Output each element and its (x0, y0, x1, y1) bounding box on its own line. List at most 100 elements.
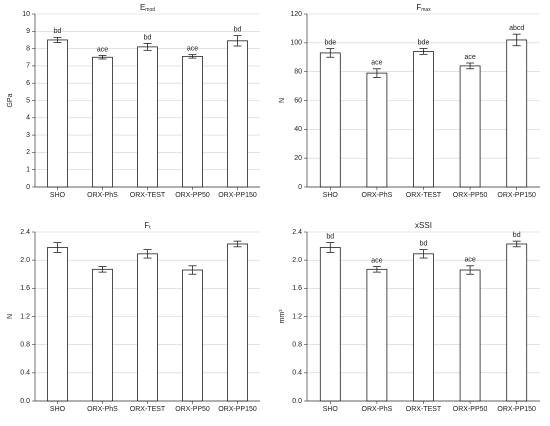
y-tick-label: 0.4 (20, 370, 30, 377)
annotation: ace (371, 257, 382, 264)
bar (182, 55, 203, 188)
error-bar (372, 266, 381, 273)
error-bar (466, 265, 475, 275)
x-tick-label: ORX-PP50 (175, 406, 210, 413)
chart-title: Fmax (416, 3, 431, 13)
title-main: F (416, 3, 421, 12)
y-tick-label: 2.4 (292, 229, 302, 236)
y-tick-label: 100 (290, 40, 302, 47)
bar (319, 52, 341, 188)
annotation: ace (97, 46, 108, 53)
error-bar (98, 55, 107, 60)
y-tick-label: 6 (26, 80, 30, 87)
annotation: bde (418, 39, 430, 46)
x-tick-label: ORX-PhS (362, 406, 393, 413)
error-bar (143, 43, 152, 51)
annotation: abcd (509, 25, 524, 32)
bar (459, 65, 481, 188)
chart-title: Ft (144, 221, 151, 231)
y-tick-label: 2.0 (20, 257, 30, 264)
error-bar (419, 48, 428, 55)
x-tick-label: ORX-PhS (87, 192, 118, 199)
panel: 0 1 2 3 4 5 6 7 8 9 10 Emod GPa SHO bd ORX-PhS ace ORX-TE… (7, 3, 260, 199)
y-tick-label: 1 (26, 167, 30, 174)
y-tick-label: 2 (26, 149, 30, 156)
x-tick-label: ORX-TEST (130, 406, 166, 413)
y-tick-label: 4 (26, 115, 30, 122)
y-tick-label: 2.0 (292, 257, 302, 264)
y-tick-label: 2.4 (20, 229, 30, 236)
x-tick-label: ORX-PP50 (175, 192, 210, 199)
y-tick-label: 1.2 (292, 313, 302, 320)
y-tick-label: 40 (294, 126, 302, 133)
x-tick-label: ORX-PP150 (497, 406, 536, 413)
bar (366, 268, 388, 402)
error-bar (326, 48, 335, 58)
annotation: bde (324, 39, 336, 46)
bar (459, 269, 481, 402)
error-bar (512, 33, 521, 47)
chart-title: Emod (140, 3, 155, 13)
y-tick-label: 120 (290, 11, 302, 18)
bar (92, 268, 113, 402)
x-tick-label: ORX-PP50 (453, 192, 488, 199)
error-bar (372, 68, 381, 78)
error-bar (233, 240, 242, 248)
y-axis-label: N (7, 314, 14, 319)
x-tick-label: ORX-TEST (406, 192, 442, 199)
title-sub: mod (145, 7, 155, 13)
y-tick-label: 1.6 (292, 285, 302, 292)
y-tick-label: 5 (26, 97, 30, 104)
bar (506, 243, 528, 402)
bar (47, 39, 68, 188)
panel: 0.0 0.4 0.8 1.2 1.6 2.0 2.4 xSSI mm³ SHO bd ORX-PhS… (279, 221, 540, 413)
error-bar (233, 35, 242, 47)
title-main: F (144, 221, 149, 230)
annotation: bd (234, 26, 242, 33)
title-main: E (140, 3, 145, 12)
y-tick-label: 9 (26, 28, 30, 35)
y-tick-label: 0.8 (20, 342, 30, 349)
y-axis-label: mm³ (279, 309, 286, 324)
bar (227, 40, 248, 188)
error-bar (143, 249, 152, 259)
error-bar (512, 240, 521, 248)
y-tick-label: 7 (26, 63, 30, 70)
y-tick-label: 1.6 (20, 285, 30, 292)
y-tick-label: 10 (22, 11, 30, 18)
y-tick-label: 80 (294, 69, 302, 76)
annotation: bd (513, 232, 521, 239)
error-bar (419, 249, 428, 259)
annotation: ace (464, 257, 475, 264)
bar (227, 243, 248, 402)
y-tick-label: 60 (294, 97, 302, 104)
error-bar (466, 62, 475, 70)
x-tick-label: ORX-PP50 (453, 406, 488, 413)
y-tick-label: 1.2 (20, 313, 30, 320)
error-bar (53, 36, 62, 43)
annotation: bd (326, 233, 334, 240)
bar (413, 51, 434, 188)
error-bar (53, 242, 62, 253)
y-tick-label: 0 (26, 184, 30, 191)
y-tick-label: 8 (26, 45, 30, 52)
annotation: bd (54, 28, 62, 35)
y-tick-label: 0.8 (292, 342, 302, 349)
y-tick-label: 0.4 (292, 370, 302, 377)
title-sub: max (421, 7, 431, 13)
y-tick-label: 0 (298, 184, 302, 191)
annotation: ace (464, 54, 475, 61)
title-sub: t (149, 225, 151, 231)
bar (92, 56, 113, 188)
x-tick-label: ORX-TEST (406, 406, 442, 413)
annotation: ace (187, 45, 198, 52)
error-bar (98, 266, 107, 273)
bar (47, 247, 68, 402)
annotation: bd (420, 240, 428, 247)
y-tick-label: 0.0 (292, 398, 302, 405)
x-tick-label: SHO (323, 192, 339, 199)
bar (319, 247, 341, 402)
x-tick-label: ORX-PP150 (218, 406, 257, 413)
error-bar (326, 242, 335, 253)
